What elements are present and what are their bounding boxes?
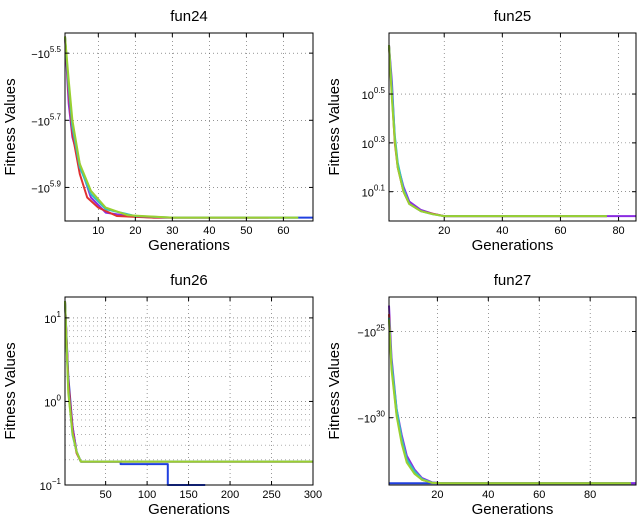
y-tick-base: −10 bbox=[357, 414, 376, 426]
y-tick-base: −10 bbox=[31, 49, 50, 61]
y-tick-exponent: 5.5 bbox=[50, 45, 62, 54]
y-tick-label: −1030 bbox=[357, 410, 385, 426]
y-tick-label: −105.9 bbox=[31, 179, 61, 195]
y-tick-base: 10 bbox=[362, 139, 374, 151]
y-tick-base: 10 bbox=[362, 188, 374, 200]
y-tick-exponent: 25 bbox=[376, 323, 385, 332]
y-tick-base: −10 bbox=[357, 327, 376, 339]
y-tick-label: 100.1 bbox=[362, 184, 386, 200]
plot-area bbox=[389, 297, 636, 485]
y-tick-exponent: 0.3 bbox=[374, 135, 386, 144]
axes-frame bbox=[388, 296, 637, 486]
y-tick-base: 10 bbox=[362, 90, 374, 102]
chart-panel-fun26: 50 100 150 200 250 30010110010−1fun26Generati… bbox=[2, 272, 322, 518]
x-tick-label: 20 bbox=[431, 489, 443, 501]
series-line-5 bbox=[64, 301, 313, 463]
x-tick-label: 20 bbox=[129, 225, 141, 237]
x-tick-label: 20 bbox=[438, 225, 450, 237]
y-axis-label: Fitness Values bbox=[2, 342, 19, 439]
y-tick-exponent: 0 bbox=[57, 393, 62, 402]
y-tick-base: 10 bbox=[40, 481, 52, 493]
y-tick-exponent: 5.7 bbox=[50, 112, 62, 121]
y-tick-exponent: 1 bbox=[57, 310, 62, 319]
y-tick-label: 101 bbox=[44, 310, 61, 326]
x-axis-label: Generations bbox=[148, 501, 230, 518]
plot-area bbox=[65, 297, 313, 485]
y-tick-exponent: 30 bbox=[376, 410, 385, 419]
x-tick-label: 10 bbox=[92, 225, 104, 237]
x-tick-label: 80 bbox=[584, 489, 596, 501]
y-tick-base: 10 bbox=[44, 397, 56, 409]
chart-panel-fun27: 20 40 60 80−1025−1030fun27GenerationsFitnes… bbox=[326, 272, 637, 518]
y-axis-label: Fitness Values bbox=[326, 78, 343, 175]
x-tick-label: 40 bbox=[482, 489, 494, 501]
chart-title: fun27 bbox=[494, 272, 532, 289]
y-tick-label: 10−1 bbox=[40, 477, 62, 493]
axes-frame bbox=[388, 32, 637, 222]
chart-title: fun25 bbox=[494, 8, 532, 25]
y-tick-base: −10 bbox=[31, 116, 50, 128]
y-tick-exponent: 0.5 bbox=[374, 86, 386, 95]
chart-panel-fun24: 10 20 30 40 50 60−105.5−105.7−105.9fun24Gener… bbox=[2, 8, 314, 254]
y-tick-label: 100.3 bbox=[362, 135, 386, 151]
series-line-5 bbox=[64, 36, 299, 219]
axes-frame bbox=[64, 32, 314, 222]
x-tick-label: 200 bbox=[221, 489, 239, 501]
y-tick-label: −105.5 bbox=[31, 45, 61, 61]
x-tick-label: 40 bbox=[203, 225, 215, 237]
y-tick-exponent: 0.1 bbox=[374, 184, 386, 193]
y-tick-label: −105.7 bbox=[31, 112, 61, 128]
x-axis-label: Generations bbox=[148, 237, 230, 254]
y-tick-label: −1025 bbox=[357, 323, 385, 339]
y-tick-exponent: 5.9 bbox=[50, 179, 62, 188]
x-tick-label: 250 bbox=[262, 489, 280, 501]
y-tick-label: 100 bbox=[44, 393, 61, 409]
x-tick-label: 50 bbox=[240, 225, 252, 237]
x-tick-label: 300 bbox=[304, 489, 322, 501]
plot-area bbox=[65, 33, 313, 221]
y-tick-base: −10 bbox=[31, 183, 50, 195]
y-axis-label: Fitness Values bbox=[2, 78, 19, 175]
x-tick-label: 60 bbox=[277, 225, 289, 237]
chart-title: fun24 bbox=[170, 8, 208, 25]
y-tick-exponent: −1 bbox=[52, 477, 62, 486]
series-line-4 bbox=[388, 45, 607, 218]
x-tick-label: 80 bbox=[612, 225, 624, 237]
x-tick-label: 100 bbox=[138, 489, 156, 501]
chart-panel-fun25: 20 40 60 80100.5100.3100.1fun25GenerationsF… bbox=[326, 8, 637, 254]
x-tick-label: 60 bbox=[554, 225, 566, 237]
x-tick-label: 50 bbox=[100, 489, 112, 501]
y-axis-label: Fitness Values bbox=[326, 342, 343, 439]
plot-area bbox=[389, 33, 636, 221]
y-tick-base: 10 bbox=[44, 314, 56, 326]
x-tick-label: 150 bbox=[179, 489, 197, 501]
x-tick-label: 60 bbox=[533, 489, 545, 501]
x-axis-label: Generations bbox=[472, 237, 554, 254]
x-tick-label: 40 bbox=[496, 225, 508, 237]
y-tick-label: 100.5 bbox=[362, 86, 386, 102]
chart-title: fun26 bbox=[170, 272, 208, 289]
x-axis-label: Generations bbox=[472, 501, 554, 518]
series-line-5 bbox=[388, 319, 631, 485]
x-tick-label: 30 bbox=[166, 225, 178, 237]
